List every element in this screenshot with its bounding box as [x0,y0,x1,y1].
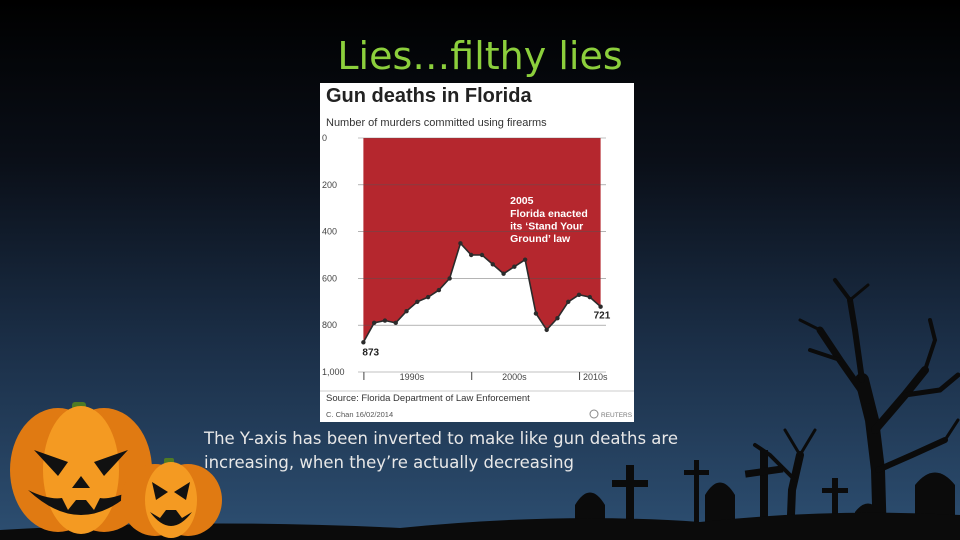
slide-title: Lies…filthy lies [337,34,623,78]
data-point [576,292,582,297]
y-tick-label: 400 [322,227,337,237]
data-point [371,320,377,326]
x-tick-label: 2000s [502,372,527,382]
plot-area: 0 200 400 600 800 1,000 1990s 2000s 2010s 873 721 2… [322,133,611,382]
x-tick-label: 2010s [583,372,608,382]
data-point [469,252,474,258]
reuters-logo-text: REUTERS [601,412,633,419]
data-point [415,299,420,304]
annotation-text: its ‘Stand Your [510,221,583,233]
reuters-logo-icon [589,409,599,419]
area-fill [363,138,601,343]
chart-source: Source: Florida Department of Law Enforc… [326,393,530,404]
data-point [447,276,452,281]
jack-o-lantern-icon [10,402,152,534]
data-point [522,257,528,262]
data-point [425,294,431,300]
grave-cross-icon [612,450,848,540]
y-tick-label: 1,000 [322,367,345,377]
data-point [479,252,485,258]
bare-tree-icon [798,278,960,540]
data-label: 721 [594,311,611,322]
data-point [361,340,366,345]
chart-card: Gun deaths in Florida Number of murders … [320,83,634,422]
annotation-text: Florida enacted [510,208,588,220]
chart: Gun deaths in Florida Number of murders … [320,85,634,419]
data-point [393,320,398,326]
data-point [501,271,506,276]
data-point [533,311,539,316]
data-point [598,304,603,309]
data-point [436,287,442,293]
data-point [382,318,388,323]
y-tick-label: 200 [322,180,337,190]
data-point [544,327,549,333]
chart-subtitle: Number of murders committed using firear… [326,117,547,129]
data-point [587,294,593,300]
chart-title: Gun deaths in Florida [326,85,532,107]
data-point [490,262,495,267]
x-tick-label: 1990s [400,372,425,382]
slide-caption: The Y-axis has been inverted to make lik… [204,429,678,472]
chart-credit: C. Chan 16/02/2014 [326,410,393,419]
data-point [404,308,409,314]
annotation-text: Ground’ law [510,233,571,245]
y-tick-label: 600 [322,273,337,283]
y-tick-label: 0 [322,133,327,143]
data-point [512,264,517,269]
small-jack-o-lantern-icon [121,458,222,538]
data-point [555,315,560,321]
annotation-year: 2005 [510,195,534,207]
data-point [458,241,463,246]
y-tick-label: 800 [322,320,337,330]
data-label: 873 [362,347,379,358]
ground [0,512,960,540]
data-point [566,299,571,304]
